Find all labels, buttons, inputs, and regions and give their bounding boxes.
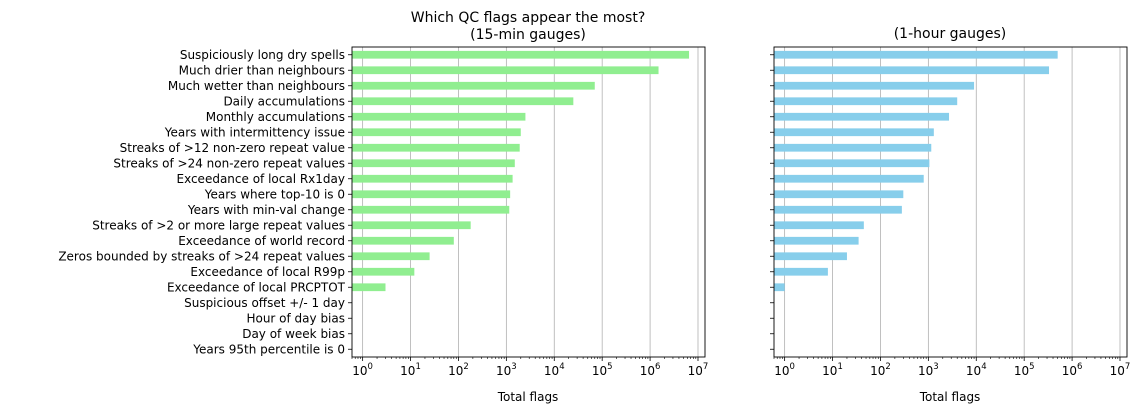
- right-bar-15: [774, 267, 828, 276]
- right-bar-14: [774, 252, 847, 261]
- left-bar-11: [352, 205, 510, 214]
- left-x-tick-label: 102: [448, 362, 469, 378]
- right-axes-frame: [773, 46, 1128, 358]
- category-label: Exceedance of local PRCPTOT: [167, 280, 346, 294]
- right-bar-10: [774, 190, 904, 199]
- left-x-tick-label: 104: [544, 362, 565, 378]
- left-bar-8: [352, 159, 515, 168]
- right-bar-5: [774, 112, 950, 121]
- right-x-tick-label: 102: [870, 362, 891, 378]
- category-label: Exceedance of local Rx1day: [176, 172, 345, 186]
- category-label: Years with min-val change: [187, 203, 345, 217]
- right-x-tick-label: 103: [918, 362, 939, 378]
- right-x-tick-label: 105: [1014, 362, 1035, 378]
- right-bar-1: [774, 50, 1058, 59]
- right-chart-title: (1-hour gauges): [894, 26, 1007, 42]
- left-x-tick-label: 100: [352, 362, 373, 378]
- right-x-tick-label: 100: [774, 362, 795, 378]
- left-bar-3: [352, 81, 595, 90]
- left-plot-area: 100 101 102 103 104 105 106 107 Suspiciously lon…: [58, 46, 709, 378]
- category-label: Hour of day bias: [246, 311, 345, 325]
- category-label: Zeros bounded by streaks of >24 repeat v…: [58, 249, 345, 263]
- left-bar-14: [352, 252, 430, 261]
- right-bar-9: [774, 174, 924, 183]
- category-label: Much drier than neighbours: [179, 63, 345, 77]
- left-chart-title: Which QC flags appear the most?: [411, 10, 646, 26]
- right-x-tick-label: 106: [1062, 362, 1083, 378]
- right-bar-4: [774, 97, 958, 106]
- category-label: Years where top-10 is 0: [204, 187, 345, 201]
- left-bar-16: [352, 283, 386, 292]
- category-label: Streaks of >24 non-zero repeat values: [113, 156, 345, 170]
- left-x-tick-label: 105: [592, 362, 613, 378]
- left-x-axis-label: Total flags: [497, 390, 559, 404]
- category-label: Streaks of >12 non-zero repeat value: [120, 141, 345, 155]
- category-label: Monthly accumulations: [206, 110, 345, 124]
- right-x-tick-label: 101: [822, 362, 843, 378]
- left-x-tick-label: 101: [400, 362, 421, 378]
- left-bar-10: [352, 190, 511, 199]
- right-x-axis-label: Total flags: [919, 390, 981, 404]
- category-label: Years 95th percentile is 0: [192, 342, 345, 356]
- right-bar-11: [774, 205, 902, 214]
- category-label: Exceedance of world record: [178, 234, 345, 248]
- left-bar-4: [352, 97, 574, 106]
- left-bar-6: [352, 128, 521, 137]
- category-label: Much wetter than neighbours: [168, 79, 345, 93]
- category-label: Streaks of >2 or more large repeat value…: [92, 218, 345, 232]
- left-bar-2: [352, 66, 659, 75]
- category-label: Day of week bias: [242, 327, 345, 341]
- left-axes-frame: [351, 46, 706, 358]
- left-bar-13: [352, 236, 454, 245]
- right-bar-6: [774, 128, 934, 137]
- left-bar-15: [352, 267, 415, 276]
- right-bar-13: [774, 236, 859, 245]
- left-x-tick-label: 106: [640, 362, 661, 378]
- left-bar-5: [352, 112, 526, 121]
- right-x-tick-label: 104: [966, 362, 987, 378]
- category-label: Years with intermittency issue: [164, 125, 345, 139]
- category-label: Suspiciously long dry spells: [180, 48, 345, 62]
- left-bar-12: [352, 221, 471, 230]
- category-label: Exceedance of local R99p: [190, 265, 345, 279]
- category-label: Suspicious offset +/- 1 day: [184, 296, 345, 310]
- left-bar-1: [352, 50, 690, 59]
- right-bar-3: [774, 81, 975, 90]
- right-bar-12: [774, 221, 864, 230]
- right-bar-16: [774, 283, 785, 292]
- category-label: Daily accumulations: [223, 94, 345, 108]
- left-chart-subtitle: (15-min gauges): [470, 27, 586, 43]
- left-x-tick-label: 107: [688, 362, 709, 378]
- right-bar-8: [774, 159, 930, 168]
- left-bar-7: [352, 143, 520, 152]
- right-x-tick-label: 107: [1110, 362, 1131, 378]
- right-bar-7: [774, 143, 932, 152]
- right-plot-area: 100 101 102 103 104 105 106 107: [770, 46, 1131, 378]
- left-bar-9: [352, 174, 513, 183]
- right-bar-2: [774, 66, 1050, 75]
- left-x-tick-label: 103: [496, 362, 517, 378]
